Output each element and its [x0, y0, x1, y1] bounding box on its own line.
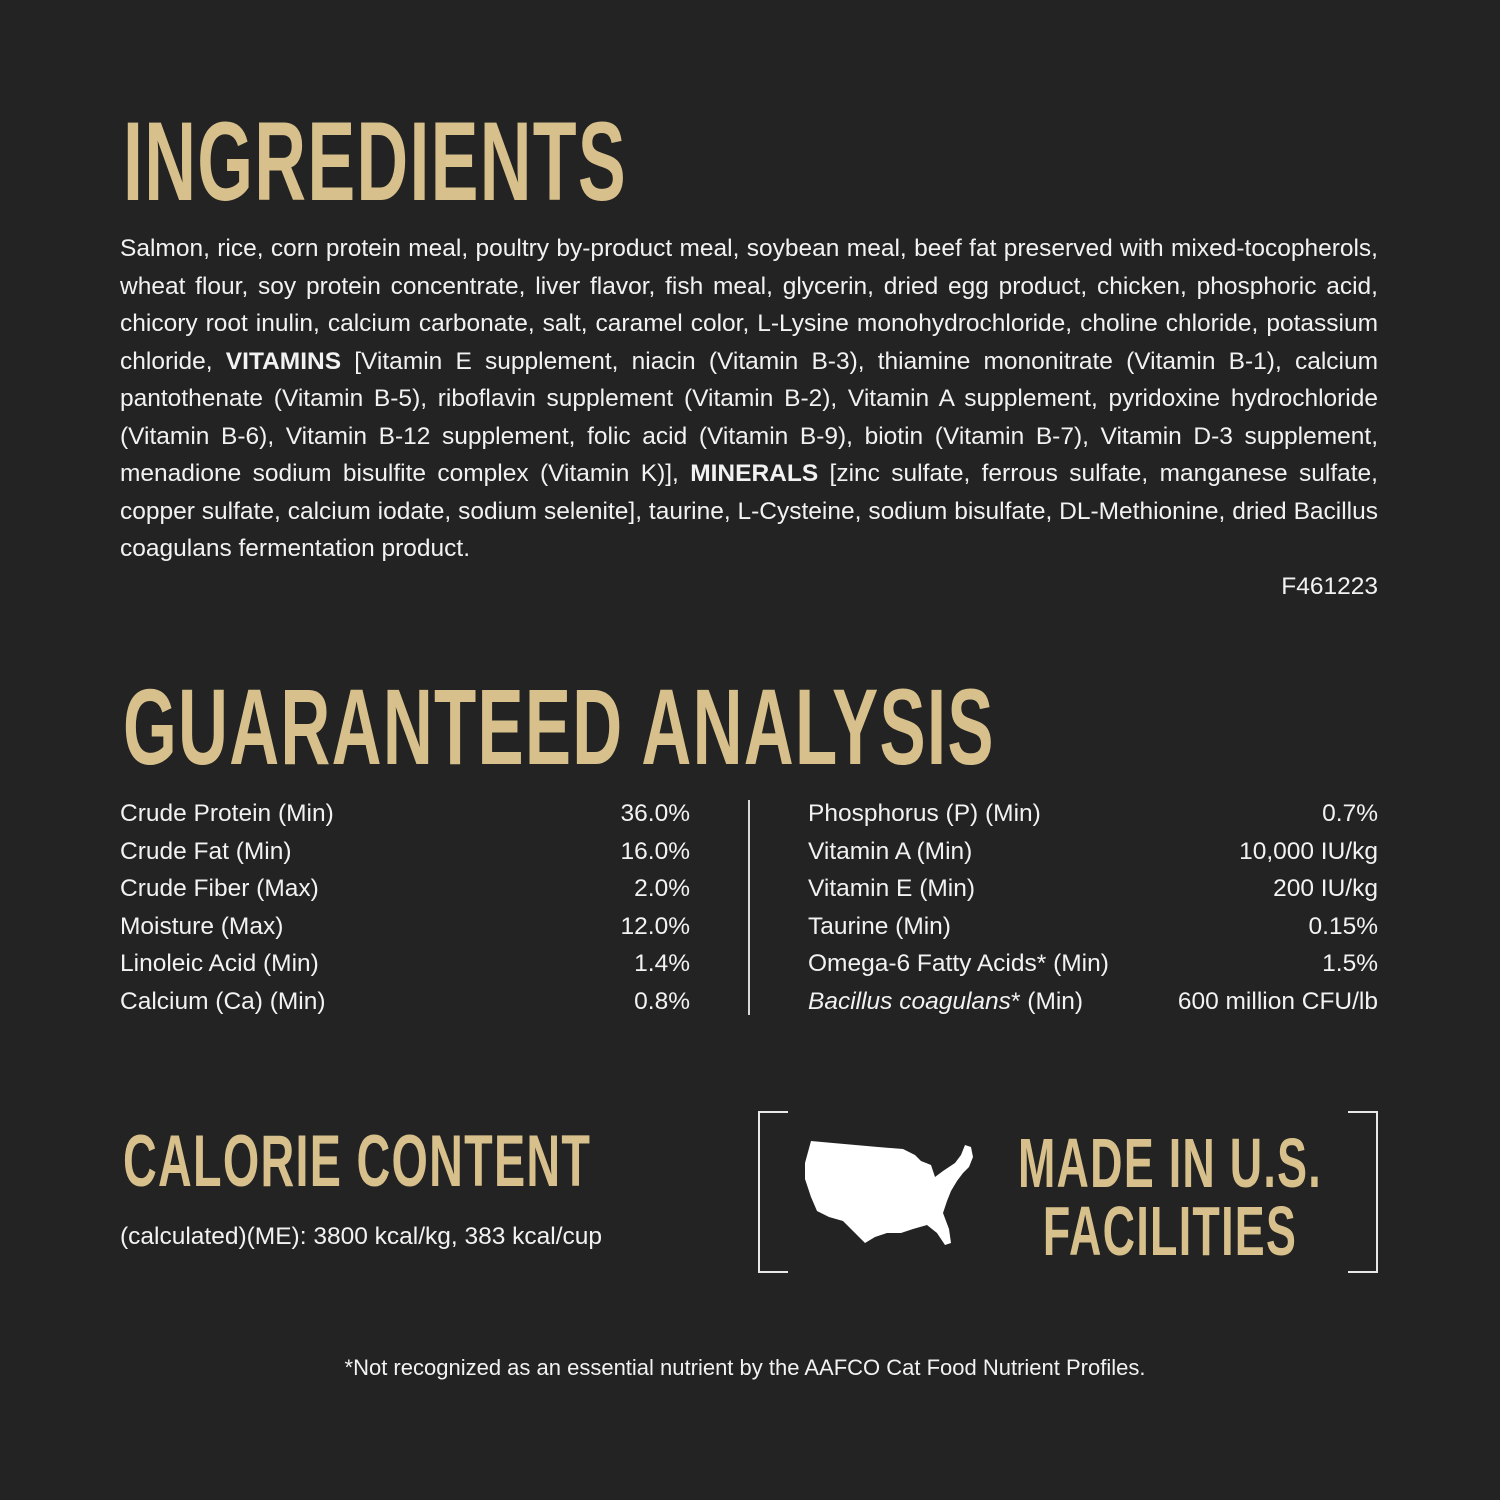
analysis-right-column: Phosphorus (P) (Min) 0.7% Vitamin A (Min)… — [808, 795, 1378, 1020]
ingredients-part1: Salmon, rice, corn protein meal, poultry… — [120, 235, 1378, 375]
nutrient-label-italic: Bacillus coagulans — [808, 987, 1011, 1015]
nutrient-value: 36.0% — [620, 800, 690, 827]
nutrient-label: Calcium (Ca) (Min) — [120, 987, 326, 1015]
analysis-row: Taurine (Min) 0.15% — [808, 908, 1378, 946]
analysis-row: Moisture (Max) 12.0% — [120, 908, 690, 946]
footnote: *Not recognized as an essential nutrient… — [344, 1355, 1146, 1380]
vitamins-label: VITAMINS — [225, 347, 342, 375]
left-bracket — [758, 1111, 788, 1273]
nutrient-label: Vitamin A (Min) — [808, 837, 973, 865]
nutrient-label: Crude Protein (Min) — [120, 800, 334, 827]
analysis-row: Phosphorus (P) (Min) 0.7% — [808, 795, 1378, 833]
nutrient-value: 2.0% — [634, 875, 690, 902]
nutrient-label: Phosphorus (P) (Min) — [808, 800, 1041, 827]
us-map-icon — [805, 1141, 973, 1245]
nutrient-label: Vitamin E (Min) — [808, 875, 976, 902]
ingredients-part2: [Vitamin E supplement, niacin (Vitamin B… — [120, 347, 1378, 488]
calorie-heading: CALORIE CONTENT — [123, 1121, 592, 1202]
nutrient-label: Taurine (Min) — [808, 912, 951, 940]
made-in-usa-badge: MADE IN U.S. FACILITIES — [758, 1111, 1378, 1273]
nutrient-label: Omega-6 Fatty Acids* (Min) — [808, 950, 1109, 977]
nutrient-value: 1.4% — [634, 950, 690, 977]
ingredients-text: Salmon, rice, corn protein meal, poultry… — [120, 230, 1378, 568]
analysis-row: Crude Protein (Min) 36.0% — [120, 795, 690, 833]
nutrient-value: 0.15% — [1308, 912, 1378, 940]
nutrient-value: 0.7% — [1322, 800, 1378, 827]
right-bracket — [1348, 1111, 1378, 1273]
made-in-usa-text: MADE IN U.S. FACILITIES — [1010, 1124, 1330, 1270]
nutrient-label-suffix: * (Min) — [1010, 987, 1084, 1015]
nutrient-label: Moisture (Max) — [120, 912, 284, 940]
nutrient-label: Linoleic Acid (Min) — [120, 950, 319, 977]
analysis-left-column: Crude Protein (Min) 36.0% Crude Fat (Min)… — [120, 795, 690, 1020]
nutrient-value: 10,000 IU/kg — [1239, 837, 1378, 865]
analysis-row: Vitamin A (Min) 10,000 IU/kg — [808, 833, 1378, 871]
nutrient-label: Crude Fiber (Max) — [120, 875, 319, 902]
nutrient-value: 16.0% — [620, 837, 690, 865]
analysis-row: Crude Fiber (Max) 2.0% — [120, 870, 690, 908]
ingredients-part3: [zinc sulfate, ferrous sulfate, manganes… — [120, 460, 1378, 562]
made-in-line1: MADE IN U.S. — [1017, 1124, 1323, 1202]
analysis-row: Omega-6 Fatty Acids* (Min) 1.5% — [808, 945, 1378, 983]
analysis-heading: GUARANTEED ANALYSIS — [123, 666, 995, 787]
made-in-line2: FACILITIES — [1042, 1192, 1298, 1270]
analysis-row: Vitamin E (Min) 200 IU/kg — [808, 870, 1378, 908]
nutrient-value: 200 IU/kg — [1273, 875, 1378, 902]
column-divider — [748, 800, 750, 1015]
ingredients-heading: INGREDIENTS — [123, 99, 627, 224]
analysis-row: Crude Fat (Min) 16.0% — [120, 833, 690, 871]
analysis-row: Calcium (Ca) (Min) 0.8% — [120, 983, 690, 1021]
minerals-label: MINERALS — [690, 460, 819, 487]
formula-code: F461223 — [1281, 573, 1378, 600]
nutrient-label: Crude Fat (Min) — [120, 837, 292, 865]
calorie-text: (calculated)(ME): 3800 kcal/kg, 383 kcal… — [120, 1223, 603, 1250]
nutrient-value: 1.5% — [1322, 950, 1378, 977]
nutrient-value: 600 million CFU/lb — [1177, 987, 1378, 1015]
nutrient-label: Bacillus coagulans* (Min) — [808, 983, 1083, 1021]
nutrient-value: 0.8% — [634, 987, 690, 1015]
analysis-row: Linoleic Acid (Min) 1.4% — [120, 945, 690, 983]
analysis-row: Bacillus coagulans* (Min) 600 million CFU… — [808, 983, 1378, 1021]
nutrient-value: 12.0% — [620, 912, 690, 940]
